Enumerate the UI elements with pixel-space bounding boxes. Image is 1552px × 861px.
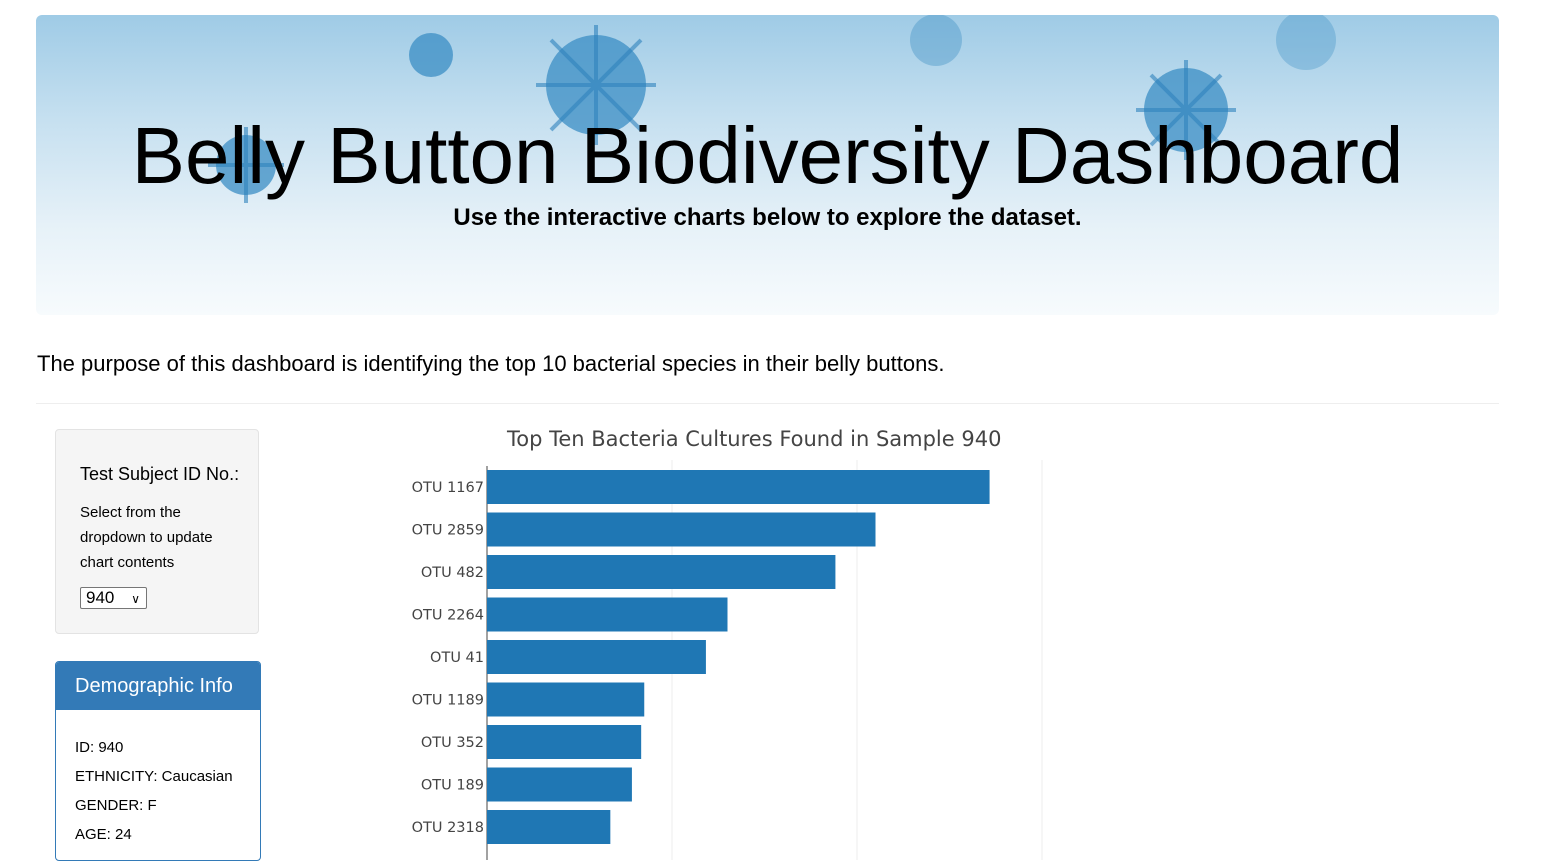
demographic-heading: Demographic Info <box>56 662 260 710</box>
bar-otu-41[interactable] <box>487 640 706 674</box>
divider <box>36 403 1499 404</box>
demographic-panel: Demographic Info ID: 940 ETHNICITY: Cauc… <box>55 661 261 861</box>
page-subtitle: Use the interactive charts below to expl… <box>453 204 1082 231</box>
bar-otu-352[interactable] <box>487 725 642 759</box>
y-tick-label: OTU 41 <box>430 650 484 666</box>
y-tick-label: OTU 2859 <box>412 523 484 539</box>
y-tick-label: OTU 352 <box>421 735 484 751</box>
page-title: Belly Button Biodiversity Dashboard <box>131 111 1404 200</box>
demographic-body: ID: 940 ETHNICITY: Caucasian GENDER: F A… <box>56 710 260 854</box>
select-value: 940 <box>86 588 115 607</box>
subject-id-select[interactable]: 940 ∨ <box>80 587 147 609</box>
bar-otu-1189[interactable] <box>487 682 645 717</box>
virus-background-image <box>208 15 1336 203</box>
selector-instructions: Select from the dropdown to update chart… <box>80 504 213 571</box>
bar-otu-2318[interactable] <box>487 810 611 844</box>
y-tick-label: OTU 482 <box>421 565 484 581</box>
y-tick-label: OTU 1189 <box>412 693 484 709</box>
chart-title: Top Ten Bacteria Cultures Found in Sampl… <box>507 427 1002 451</box>
bar-otu-2264[interactable] <box>487 597 728 632</box>
bar-otu-2859[interactable] <box>487 512 876 547</box>
demographic-row-gender: GENDER: F <box>75 797 157 814</box>
y-tick-label: OTU 2318 <box>412 820 484 836</box>
demographic-row-id: ID: 940 <box>75 739 124 756</box>
y-tick-label: OTU 1167 <box>412 480 484 496</box>
bar-otu-482[interactable] <box>487 555 836 589</box>
chevron-down-icon: ∨ <box>131 592 140 606</box>
bar-chart: OTU 1167 OTU 2859 OTU 482 OTU 2264 OTU 41 OTU… <box>412 460 1043 860</box>
bar-otu-1167[interactable] <box>487 470 990 504</box>
purpose-text: The purpose of this dashboard is identif… <box>37 351 945 376</box>
demographic-row-ethnicity: ETHNICITY: Caucasian <box>75 768 233 785</box>
subject-selector-well: Test Subject ID No.: Select from the dro… <box>55 429 259 634</box>
selector-title: Test Subject ID No.: <box>80 464 240 484</box>
bar-otu-189[interactable] <box>487 767 632 802</box>
y-tick-label: OTU 189 <box>421 778 484 794</box>
y-tick-label: OTU 2264 <box>412 608 484 624</box>
header-banner: Belly Button Biodiversity Dashboard Use … <box>36 15 1499 315</box>
demographic-row-age: AGE: 24 <box>75 826 132 843</box>
